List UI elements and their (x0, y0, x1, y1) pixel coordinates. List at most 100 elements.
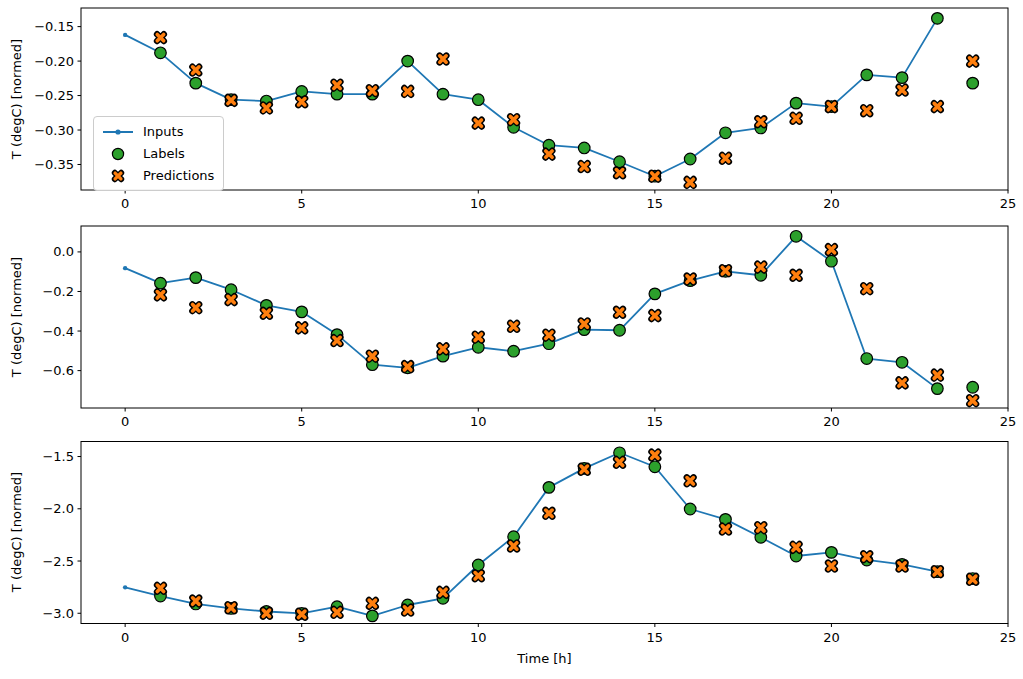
label-marker (967, 381, 979, 393)
y-tick-label: 0.0 (53, 244, 74, 259)
x-tick-label: 25 (1000, 414, 1017, 429)
y-tick-label: −0.15 (34, 19, 74, 34)
legend-label-labels: Labels (143, 146, 185, 161)
label-marker (861, 69, 873, 81)
prediction-marker (722, 155, 729, 162)
y-tick-label: −3.0 (42, 606, 74, 621)
label-marker (508, 345, 520, 357)
prediction-marker (934, 568, 941, 575)
prediction-marker (651, 312, 658, 319)
plot-frame (81, 226, 1008, 408)
prediction-marker (369, 353, 376, 360)
x-tick-label: 25 (1000, 630, 1017, 645)
prediction-marker (651, 452, 658, 459)
prediction-marker (510, 323, 517, 330)
prediction-marker (546, 510, 553, 517)
prediction-marker (440, 345, 447, 352)
y-axis-label-subplot-3: T (degC) [normed] (8, 441, 26, 623)
prediction-marker (192, 304, 199, 311)
prediction-marker (934, 103, 941, 110)
prediction-marker (404, 88, 411, 95)
x-tick-label: 0 (121, 630, 129, 645)
label-marker (790, 230, 802, 242)
y-tick-label: −0.25 (34, 88, 74, 103)
prediction-marker (863, 285, 870, 292)
prediction-marker (369, 87, 376, 94)
prediction-marker (546, 151, 553, 158)
prediction-marker (828, 563, 835, 570)
input-point (123, 585, 127, 589)
prediction-marker (899, 563, 906, 570)
predictions-markers (157, 34, 976, 186)
legend-item-labels: Labels (102, 144, 215, 163)
prediction-marker (440, 56, 447, 63)
label-marker (684, 503, 696, 515)
prediction-marker (369, 600, 376, 607)
label-marker (402, 55, 414, 67)
x-tick-label: 20 (823, 630, 840, 645)
inputs-line (125, 453, 937, 616)
x-axis-label: Time [h] (81, 651, 1008, 666)
inputs-points (123, 451, 940, 618)
prediction-marker (757, 524, 764, 531)
plot-frame (81, 442, 1008, 624)
label-marker (932, 13, 944, 25)
prediction-marker (298, 324, 305, 331)
x-tick-label: 15 (647, 414, 664, 429)
label-marker (614, 324, 626, 336)
prediction-marker (616, 459, 623, 466)
prediction-marker (581, 163, 588, 170)
prediction-marker (969, 576, 976, 583)
prediction-marker (687, 477, 694, 484)
prediction-marker (616, 309, 623, 316)
prediction-marker (475, 120, 482, 127)
legend-item-inputs: Inputs (102, 122, 215, 141)
y-tick-label: −0.35 (34, 157, 74, 172)
prediction-marker (969, 397, 976, 404)
x-tick-label: 10 (470, 196, 487, 211)
x-tick-label: 10 (470, 414, 487, 429)
inputs-points (123, 16, 940, 178)
label-marker (649, 461, 661, 473)
prediction-marker (228, 296, 235, 303)
prediction-marker (757, 118, 764, 125)
prediction-marker (510, 543, 517, 550)
label-marker (190, 272, 202, 284)
prediction-marker (157, 34, 164, 41)
prediction-marker (157, 291, 164, 298)
x-tick-label: 20 (823, 414, 840, 429)
prediction-marker (192, 67, 199, 74)
prediction-marker (828, 103, 835, 110)
plots-canvas: 0510152025−0.15−0.20−0.25−0.30−0.3505101… (0, 0, 1023, 679)
label-marker (472, 559, 484, 571)
prediction-marker (757, 264, 764, 271)
prediction-marker (934, 372, 941, 379)
prediction-marker (404, 363, 411, 370)
predictions-marker-icon (102, 168, 134, 184)
prediction-marker (863, 553, 870, 560)
label-marker (437, 88, 449, 100)
prediction-marker (334, 82, 341, 89)
prediction-marker (192, 598, 199, 605)
label-marker (896, 357, 908, 369)
prediction-marker (687, 179, 694, 186)
y-axis-label-subplot-1: T (degC) [normed] (8, 8, 26, 190)
prediction-marker (157, 585, 164, 592)
labels-markers (155, 230, 979, 394)
label-marker (684, 153, 696, 165)
y-axis-label-subplot-2: T (degC) [normed] (8, 226, 26, 408)
label-marker (543, 482, 555, 494)
prediction-marker (263, 310, 270, 317)
y-tick-label: −2.5 (42, 554, 74, 569)
prediction-marker (440, 589, 447, 596)
prediction-marker (298, 611, 305, 618)
prediction-marker (969, 58, 976, 65)
prediction-marker (510, 116, 517, 123)
prediction-marker (228, 97, 235, 104)
x-tick-label: 15 (647, 630, 664, 645)
inputs-line (125, 236, 937, 388)
legend-label-predictions: Predictions (143, 168, 214, 183)
label-marker (932, 383, 944, 395)
inputs-points (123, 234, 940, 391)
legend-item-predictions: Predictions (102, 166, 215, 185)
